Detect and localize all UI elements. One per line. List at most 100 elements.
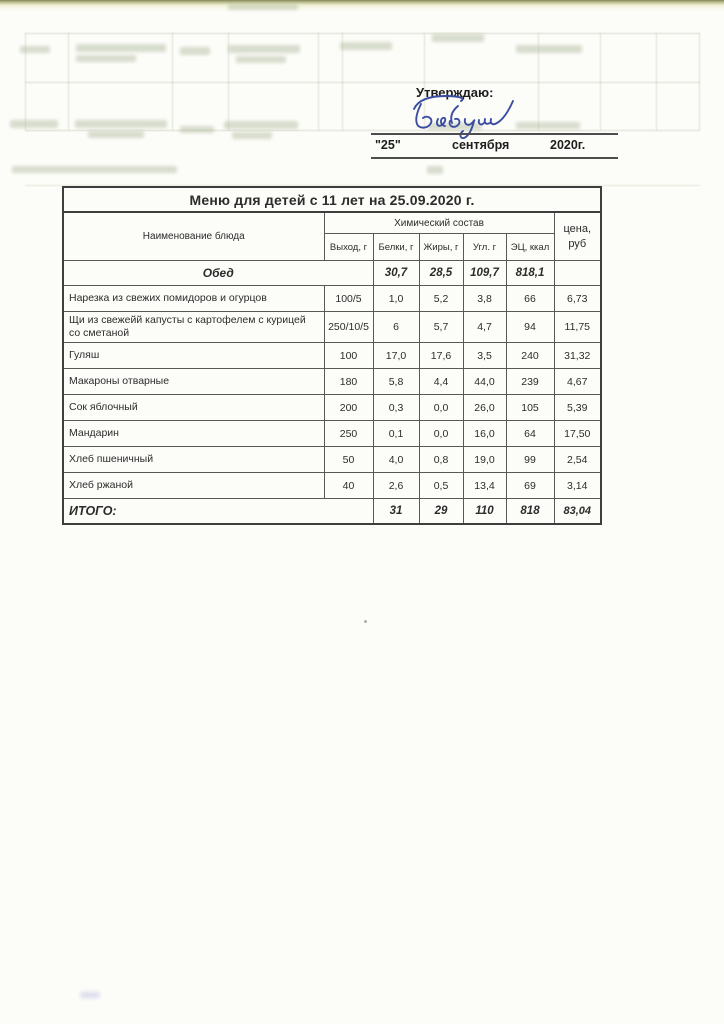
menu-cell-output: 40 bbox=[323, 472, 374, 500]
header-price-line1: цена, bbox=[563, 223, 592, 236]
header-composition-group: Химический состав bbox=[323, 211, 555, 234]
menu-cell-name: Макароны отварные bbox=[62, 368, 325, 396]
ghost-line bbox=[318, 33, 319, 130]
total-protein: 31 bbox=[372, 498, 420, 525]
menu-cell-fat: 17,6 bbox=[418, 342, 464, 370]
ghost-line bbox=[172, 33, 173, 130]
menu-table: Меню для детей с 11 лет на 25.09.2020 г.… bbox=[62, 186, 603, 526]
menu-cell-protein: 0,3 bbox=[372, 394, 420, 422]
menu-cell-output: 200 bbox=[323, 394, 374, 422]
ghost-text bbox=[75, 120, 167, 128]
scan-top-edge bbox=[0, 0, 724, 12]
menu-row: Мандарин 250 0,1 0,0 16,0 64 17,50 bbox=[62, 420, 602, 448]
menu-cell-carbs: 3,5 bbox=[462, 342, 507, 370]
menu-cell-price: 17,50 bbox=[553, 420, 602, 448]
menu-cell-carbs: 26,0 bbox=[462, 394, 507, 422]
menu-cell-energy: 94 bbox=[505, 310, 555, 344]
ghost-text bbox=[340, 42, 392, 50]
ghost-text bbox=[180, 126, 214, 133]
menu-table-body: Нарезка из свежих помидоров и огурцов 100… bbox=[62, 285, 602, 500]
ghost-line bbox=[656, 33, 657, 130]
menu-cell-energy: 69 bbox=[505, 472, 555, 500]
menu-cell-carbs: 44,0 bbox=[462, 368, 507, 396]
menu-cell-price: 4,67 bbox=[553, 368, 602, 396]
menu-cell-price: 11,75 bbox=[553, 310, 602, 344]
section-protein: 30,7 bbox=[372, 260, 420, 286]
menu-cell-name: Мандарин bbox=[62, 420, 325, 448]
header-dish: Наименование блюда bbox=[62, 211, 325, 261]
ghost-text bbox=[236, 56, 286, 63]
ghost-text bbox=[88, 131, 144, 138]
menu-cell-price: 31,32 bbox=[553, 342, 602, 370]
menu-cell-output: 180 bbox=[323, 368, 374, 396]
menu-cell-name: Хлеб ржаной bbox=[62, 472, 325, 500]
menu-cell-carbs: 13,4 bbox=[462, 472, 507, 500]
menu-cell-price: 3,14 bbox=[553, 472, 602, 500]
signature-icon bbox=[413, 95, 514, 140]
menu-cell-carbs: 3,8 bbox=[462, 285, 507, 312]
header-output: Выход, г bbox=[323, 233, 374, 261]
ghost-line bbox=[68, 33, 69, 130]
menu-row: Гуляш 100 17,0 17,6 3,5 240 31,32 bbox=[62, 342, 602, 370]
menu-title: Меню для детей с 11 лет на 25.09.2020 г. bbox=[62, 186, 602, 213]
menu-cell-output: 250 bbox=[323, 420, 374, 448]
ghost-text bbox=[224, 121, 298, 129]
menu-cell-carbs: 19,0 bbox=[462, 446, 507, 474]
total-energy: 818 bbox=[505, 498, 555, 525]
header-price: цена, руб bbox=[553, 211, 602, 261]
ghost-line bbox=[699, 33, 700, 130]
menu-cell-energy: 239 bbox=[505, 368, 555, 396]
total-price: 83,04 bbox=[553, 498, 602, 525]
menu-cell-fat: 5,7 bbox=[418, 310, 464, 344]
menu-cell-fat: 0,8 bbox=[418, 446, 464, 474]
total-row: ИТОГО: 31 29 110 818 83,04 bbox=[62, 498, 602, 525]
signature-line bbox=[371, 133, 618, 135]
ghost-text bbox=[76, 44, 166, 52]
section-energy: 818,1 bbox=[505, 260, 555, 286]
scan-smudge bbox=[80, 992, 100, 998]
header-carbs: Угл. г bbox=[462, 233, 507, 261]
menu-cell-output: 50 bbox=[323, 446, 374, 474]
menu-cell-protein: 1,0 bbox=[372, 285, 420, 312]
menu-table-container: Меню для детей с 11 лет на 25.09.2020 г.… bbox=[62, 186, 603, 526]
total-carbs: 110 bbox=[462, 498, 507, 525]
ghost-line bbox=[538, 33, 539, 130]
header-energy: ЭЦ, ккал bbox=[505, 233, 555, 261]
menu-cell-protein: 17,0 bbox=[372, 342, 420, 370]
menu-cell-energy: 240 bbox=[505, 342, 555, 370]
menu-cell-name: Сок яблочный bbox=[62, 394, 325, 422]
menu-cell-carbs: 4,7 bbox=[462, 310, 507, 344]
ghost-text bbox=[427, 166, 443, 174]
ghost-line bbox=[25, 33, 700, 34]
ghost-text bbox=[10, 120, 58, 128]
menu-cell-energy: 66 bbox=[505, 285, 555, 312]
ghost-text bbox=[20, 46, 50, 53]
menu-row: Хлеб пшеничный 50 4,0 0,8 19,0 99 2,54 bbox=[62, 446, 602, 474]
header-row-2: Выход, г Белки, г Жиры, г Угл. г ЭЦ, кка… bbox=[63, 233, 601, 261]
menu-row: Сок яблочный 200 0,3 0,0 26,0 105 5,39 bbox=[62, 394, 602, 422]
menu-cell-energy: 64 bbox=[505, 420, 555, 448]
section-price bbox=[553, 260, 602, 286]
menu-cell-price: 6,73 bbox=[553, 285, 602, 312]
ghost-line bbox=[600, 33, 601, 130]
header-protein: Белки, г bbox=[372, 233, 420, 261]
scan-speck bbox=[364, 620, 367, 623]
menu-cell-name: Нарезка из свежих помидоров и огурцов bbox=[62, 285, 325, 312]
approval-date-year: 2020г. bbox=[550, 138, 586, 152]
approval-date-day: "25" bbox=[375, 138, 401, 152]
menu-cell-name: Щи из свежейй капусты с картофелем с кур… bbox=[62, 310, 325, 344]
menu-row: Хлеб ржаной 40 2,6 0,5 13,4 69 3,14 bbox=[62, 472, 602, 500]
menu-cell-name: Гуляш bbox=[62, 342, 325, 370]
ghost-line bbox=[25, 82, 700, 83]
menu-cell-output: 100 bbox=[323, 342, 374, 370]
menu-row: Щи из свежейй капусты с картофелем с кур… bbox=[62, 310, 602, 344]
menu-cell-protein: 2,6 bbox=[372, 472, 420, 500]
ghost-text bbox=[12, 166, 177, 173]
menu-cell-fat: 4,4 bbox=[418, 368, 464, 396]
menu-cell-price: 5,39 bbox=[553, 394, 602, 422]
ghost-text bbox=[180, 47, 210, 55]
ghost-text bbox=[516, 45, 582, 53]
menu-cell-output: 250/10/5 bbox=[323, 310, 374, 344]
section-fat: 28,5 bbox=[418, 260, 464, 286]
date-line bbox=[371, 157, 618, 159]
